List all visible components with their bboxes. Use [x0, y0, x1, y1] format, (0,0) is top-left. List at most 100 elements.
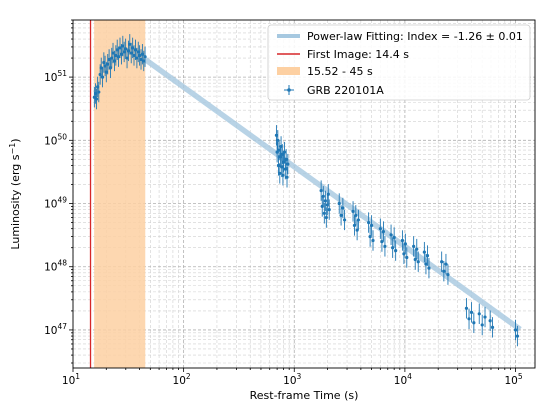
data-point	[320, 196, 324, 217]
data-point-marker	[99, 66, 103, 70]
legend-grb-label: GRB 220101A	[307, 84, 384, 97]
data-point	[341, 197, 345, 219]
data-point	[402, 243, 406, 265]
data-point	[381, 221, 386, 242]
data-point-marker	[274, 133, 279, 137]
data-point	[138, 45, 142, 66]
data-point-marker	[351, 209, 355, 214]
data-point-marker	[378, 227, 382, 231]
data-point-marker	[114, 53, 118, 58]
data-point	[274, 125, 279, 146]
y-axis-label: Luminosity (erg s−1)	[8, 138, 22, 249]
data-point	[354, 205, 358, 226]
y-tick-label: 1048	[44, 259, 67, 274]
data-point-marker	[277, 148, 281, 152]
data-point-marker	[369, 223, 374, 228]
data-point	[472, 312, 476, 333]
data-point-marker	[422, 250, 426, 254]
power-law-fit-layer	[143, 57, 522, 332]
data-point	[143, 46, 147, 67]
y-axis-label-close: )	[9, 138, 22, 142]
data-point-marker	[352, 223, 357, 228]
data-point-marker	[342, 218, 347, 222]
y-tick-label-exponent: 49	[57, 196, 67, 205]
data-point-marker	[513, 328, 518, 332]
data-point-marker	[356, 218, 361, 222]
data-point	[286, 153, 290, 175]
data-point-marker	[324, 215, 328, 220]
data-point-marker	[444, 262, 448, 266]
data-point-marker	[104, 70, 108, 74]
data-point-marker	[276, 163, 281, 168]
data-point-marker	[322, 211, 326, 215]
data-point	[392, 227, 396, 248]
legend-box	[267, 24, 531, 101]
data-point	[99, 57, 103, 79]
data-point-marker	[108, 66, 113, 70]
data-point	[281, 165, 285, 186]
legend: Power-law Fitting: Index = -1.26 ± 0.01 …	[267, 24, 531, 101]
data-point-marker	[394, 248, 398, 253]
y-tick-label-mantissa: 10	[44, 199, 57, 211]
data-point-marker	[341, 206, 345, 210]
x-tick-label-exponent: 3	[297, 372, 302, 381]
data-point-marker	[131, 46, 135, 50]
data-point-marker	[122, 50, 126, 54]
data-point	[112, 50, 117, 72]
data-point-marker	[132, 53, 136, 58]
data-point-marker	[142, 59, 146, 63]
y-tick-label: 1051	[44, 69, 67, 84]
data-point-marker	[143, 55, 147, 59]
data-point-marker	[440, 260, 444, 264]
data-point-marker	[107, 57, 111, 62]
data-point-marker	[337, 201, 341, 206]
data-point	[128, 34, 132, 55]
data-point-marker	[106, 62, 110, 66]
data-point	[284, 149, 288, 170]
data-point	[129, 42, 133, 64]
data-point-marker	[371, 238, 375, 243]
data-point	[369, 215, 374, 236]
data-point	[321, 186, 325, 207]
data-point-marker	[339, 213, 343, 217]
data-point-marker	[282, 150, 287, 154]
data-point-marker	[355, 228, 359, 232]
data-point-marker	[425, 253, 430, 258]
data-point-marker	[115, 48, 119, 52]
data-point	[322, 203, 326, 224]
data-point	[464, 298, 469, 319]
data-point-marker	[321, 194, 325, 198]
data-point	[342, 209, 347, 231]
data-point	[282, 141, 287, 163]
data-point	[483, 306, 487, 328]
data-point-marker	[133, 48, 138, 52]
x-tick-label-exponent: 5	[518, 372, 523, 381]
data-point-marker	[323, 199, 327, 203]
data-point-marker	[118, 46, 122, 50]
data-point-marker	[483, 315, 487, 319]
data-point-marker	[400, 238, 405, 243]
data-point-marker	[136, 50, 140, 54]
data-point	[104, 61, 108, 83]
data-point	[106, 53, 110, 75]
x-tick-label-mantissa: 10	[283, 375, 296, 387]
data-point	[132, 45, 136, 66]
data-point-marker	[128, 42, 132, 46]
y-tick-label-mantissa: 10	[44, 262, 57, 274]
data-point	[425, 245, 430, 266]
data-point-marker	[319, 189, 323, 193]
data-point	[422, 241, 426, 263]
data-point	[477, 303, 481, 325]
data-point	[142, 50, 146, 72]
y-tick-label: 1049	[44, 196, 67, 211]
data-point-marker	[126, 49, 131, 53]
data-point	[136, 41, 140, 63]
data-point	[124, 38, 128, 60]
legend-span-swatch	[277, 67, 300, 75]
data-point	[276, 155, 281, 176]
data-point-marker	[389, 233, 393, 237]
power-law-fit-line	[143, 57, 522, 332]
data-point-marker	[405, 255, 409, 260]
